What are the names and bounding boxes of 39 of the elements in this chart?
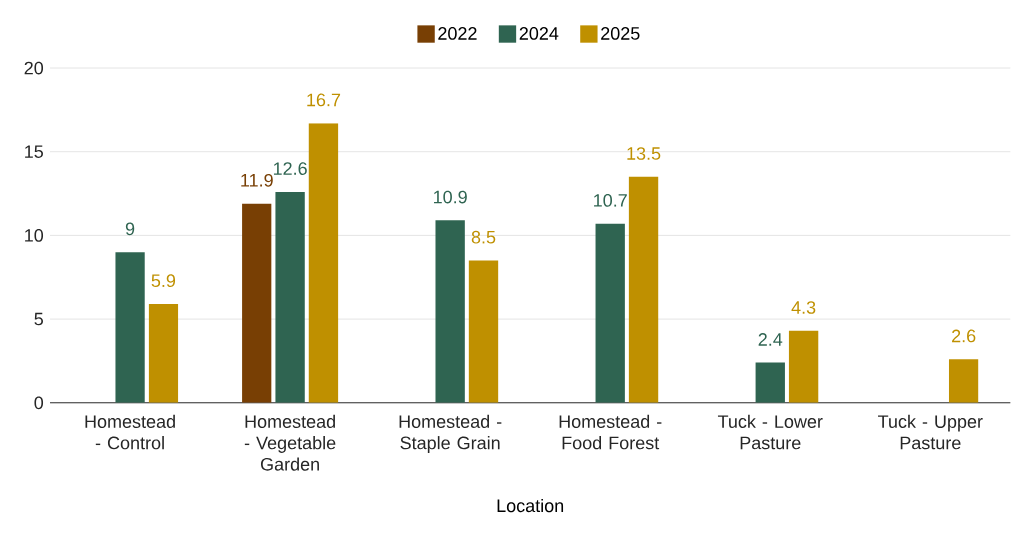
data-label: 13.5 [627, 147, 661, 161]
bar [948, 359, 979, 404]
y-tick-label: 20 [24, 61, 44, 75]
y-tick-label: 0 [34, 396, 44, 410]
data-label: 8.5 [471, 231, 496, 244]
y-tick-label: 5 [34, 313, 44, 326]
x-tick-label: Tuck - Upper Pasture [878, 414, 983, 450]
data-label: 9 [125, 222, 135, 236]
data-label: 12.6 [273, 162, 307, 176]
bar [468, 260, 499, 404]
bar [308, 123, 339, 404]
legend-label: 2022 [438, 27, 477, 41]
bar [115, 252, 145, 404]
bar [628, 177, 659, 404]
data-label: 2.4 [758, 333, 783, 346]
x-axis-title: Location [497, 499, 564, 513]
bar [788, 331, 819, 404]
legend-label: 2024 [519, 27, 559, 41]
bar [275, 192, 305, 404]
data-label: 2.6 [952, 329, 976, 343]
bar [435, 220, 465, 404]
bar [595, 223, 625, 404]
data-label: 5.9 [151, 274, 176, 288]
data-label: 11.9 [241, 174, 273, 187]
bar [148, 304, 179, 404]
bar [755, 362, 785, 404]
y-tick-label: 15 [25, 145, 44, 159]
data-label: 16.7 [307, 93, 341, 107]
legend-label: 2025 [601, 27, 640, 41]
data-label: 10.7 [594, 194, 627, 207]
x-tick-label: Homestead - Staple Grain [399, 414, 502, 454]
x-tick-label: Homestead - Food Forest [559, 414, 662, 450]
bar [242, 203, 272, 404]
y-tick-label: 10 [25, 229, 44, 243]
x-tick-label: Homestead - Control [85, 414, 175, 450]
x-tick-label: Homestead - Vegetable Garden [244, 414, 336, 471]
x-tick-label: Tuck - Lower Pasture [717, 414, 823, 450]
data-label: 10.9 [434, 190, 467, 204]
data-label: 4.3 [791, 301, 816, 315]
